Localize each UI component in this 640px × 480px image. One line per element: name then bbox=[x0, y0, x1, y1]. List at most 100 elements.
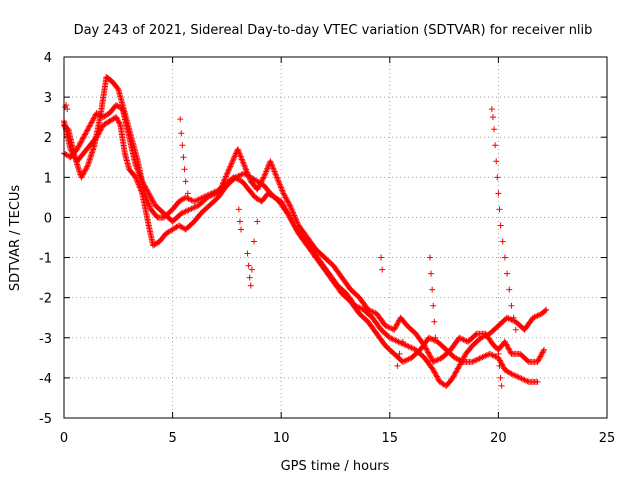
data-point bbox=[268, 161, 275, 168]
grid-lines bbox=[64, 57, 607, 418]
data-point bbox=[282, 206, 289, 213]
data-point bbox=[286, 214, 293, 221]
data-point bbox=[508, 370, 515, 377]
data-point bbox=[383, 323, 390, 330]
data-point bbox=[150, 199, 157, 206]
data-point bbox=[236, 172, 243, 179]
data-point bbox=[535, 356, 542, 363]
data-point bbox=[389, 336, 396, 343]
data-point bbox=[191, 198, 198, 205]
data-point bbox=[274, 175, 281, 182]
data-point bbox=[514, 373, 521, 380]
series-track-a bbox=[61, 74, 548, 365]
data-point bbox=[237, 153, 244, 160]
data-point bbox=[431, 337, 438, 344]
data-point bbox=[393, 322, 400, 329]
data-point bbox=[81, 167, 88, 174]
x-tick-label: 0 bbox=[60, 431, 68, 446]
data-point bbox=[238, 155, 245, 162]
data-point bbox=[511, 372, 518, 379]
data-point bbox=[146, 191, 153, 198]
data-point bbox=[291, 223, 298, 230]
data-point bbox=[499, 361, 506, 368]
data-point bbox=[261, 172, 268, 179]
data-point bbox=[138, 176, 145, 183]
data-point bbox=[269, 162, 276, 169]
data-point bbox=[382, 322, 389, 329]
data-point bbox=[227, 162, 234, 169]
data-point bbox=[488, 106, 495, 113]
data-point bbox=[489, 114, 496, 121]
data-point bbox=[396, 350, 403, 357]
data-point bbox=[241, 162, 248, 169]
data-point bbox=[79, 136, 86, 143]
data-point bbox=[83, 128, 90, 135]
data-point bbox=[76, 140, 83, 147]
data-point bbox=[87, 122, 94, 129]
data-point bbox=[277, 183, 284, 190]
data-point bbox=[278, 199, 285, 206]
data-point bbox=[231, 175, 238, 182]
data-point bbox=[392, 324, 399, 331]
data-point bbox=[114, 84, 121, 91]
data-point bbox=[74, 144, 81, 151]
data-point bbox=[432, 370, 439, 377]
data-point bbox=[95, 130, 102, 137]
data-point bbox=[269, 164, 276, 171]
data-point bbox=[197, 195, 204, 202]
data-point bbox=[505, 345, 512, 352]
data-point bbox=[504, 314, 511, 321]
data-point bbox=[531, 314, 538, 321]
data-point bbox=[244, 250, 251, 257]
data-point bbox=[430, 366, 437, 373]
data-point bbox=[138, 187, 145, 194]
data-point bbox=[267, 158, 274, 165]
data-point bbox=[81, 132, 88, 139]
data-point bbox=[509, 371, 516, 378]
data-point bbox=[500, 364, 507, 371]
data-point bbox=[521, 376, 528, 383]
data-point bbox=[501, 338, 508, 345]
data-point bbox=[538, 350, 545, 357]
data-point bbox=[291, 222, 298, 229]
data-point bbox=[491, 352, 498, 359]
data-point bbox=[75, 143, 82, 150]
data-point bbox=[181, 166, 188, 173]
data-point bbox=[388, 335, 395, 342]
data-point bbox=[497, 222, 504, 229]
data-point bbox=[454, 365, 461, 372]
data-point bbox=[289, 219, 296, 226]
data-point bbox=[78, 174, 85, 181]
data-point bbox=[79, 135, 86, 142]
data-point bbox=[136, 172, 143, 179]
data-point bbox=[535, 357, 542, 364]
data-point bbox=[80, 134, 87, 141]
data-point bbox=[67, 146, 74, 153]
data-point bbox=[386, 334, 393, 341]
data-point bbox=[518, 375, 525, 382]
data-point bbox=[74, 146, 81, 153]
data-point bbox=[469, 358, 476, 365]
data-point bbox=[224, 170, 231, 177]
data-point bbox=[426, 254, 433, 261]
data-point bbox=[145, 190, 152, 197]
data-point bbox=[292, 225, 299, 232]
data-point bbox=[238, 156, 245, 163]
data-point bbox=[394, 320, 401, 327]
data-point bbox=[427, 353, 434, 360]
data-point bbox=[492, 353, 499, 360]
data-point bbox=[278, 198, 285, 205]
data-point bbox=[270, 167, 277, 174]
data-point bbox=[289, 208, 296, 215]
data-point bbox=[401, 358, 408, 365]
data-point bbox=[264, 165, 271, 172]
data-point bbox=[228, 160, 235, 167]
data-point bbox=[273, 172, 280, 179]
data-point bbox=[235, 206, 242, 213]
data-point bbox=[192, 197, 199, 204]
data-point bbox=[407, 344, 414, 351]
data-point bbox=[426, 352, 433, 359]
data-point bbox=[86, 123, 93, 130]
data-point bbox=[275, 177, 282, 184]
